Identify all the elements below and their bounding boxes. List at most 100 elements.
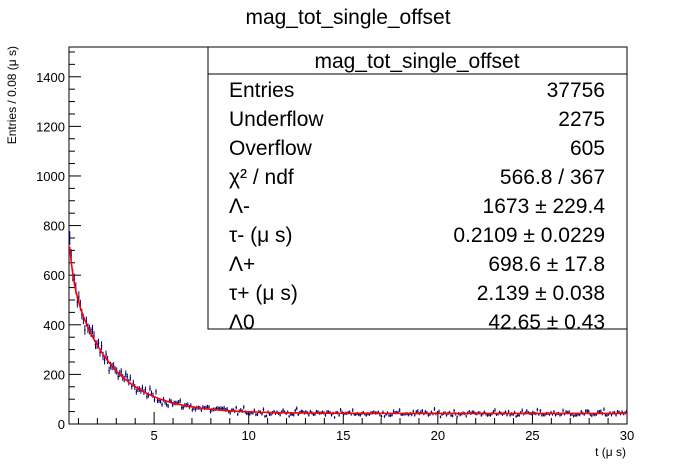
chart-title: mag_tot_single_offset bbox=[245, 6, 450, 29]
data-point bbox=[439, 415, 442, 419]
data-point bbox=[153, 397, 156, 403]
stats-row-label: Entries bbox=[229, 79, 294, 102]
stats-row-value: 698.6 ± 17.8 bbox=[488, 253, 605, 276]
data-point bbox=[536, 407, 539, 412]
data-point bbox=[480, 413, 483, 417]
stats-row-value: 2.139 ± 0.038 bbox=[477, 282, 605, 305]
data-point bbox=[120, 368, 122, 376]
stats-row-label: χ² / ndf bbox=[229, 166, 294, 189]
y-tick-label: 600 bbox=[43, 268, 65, 283]
data-point bbox=[351, 408, 354, 412]
data-point bbox=[591, 414, 593, 418]
data-point bbox=[124, 370, 127, 378]
data-point bbox=[209, 409, 212, 414]
x-tick-label: 10 bbox=[241, 428, 255, 443]
stats-row-label: τ- (μ s) bbox=[229, 224, 293, 247]
data-point bbox=[308, 413, 310, 417]
data-point bbox=[359, 413, 362, 417]
y-tick-label: 400 bbox=[43, 318, 65, 333]
stats-row-label: Underflow bbox=[229, 108, 324, 131]
data-point bbox=[182, 405, 185, 410]
data-point bbox=[380, 414, 383, 418]
data-point bbox=[392, 409, 395, 413]
data-point bbox=[585, 409, 587, 413]
y-tick-label: 800 bbox=[43, 219, 65, 234]
data-point bbox=[521, 408, 523, 413]
stats-row-label: Λ- bbox=[229, 195, 250, 218]
data-point bbox=[265, 414, 268, 418]
data-point bbox=[421, 408, 424, 413]
stats-row-label: τ+ (μ s) bbox=[229, 282, 298, 305]
stats-row-value: 2275 bbox=[558, 108, 605, 131]
stats-row-value: 566.8 / 367 bbox=[500, 166, 605, 189]
data-point bbox=[333, 416, 336, 419]
x-tick-label: 20 bbox=[431, 428, 445, 443]
x-tick-label: 30 bbox=[620, 428, 634, 443]
data-point bbox=[365, 413, 368, 417]
data-point bbox=[156, 398, 159, 404]
stats-row-value: 605 bbox=[570, 137, 605, 160]
data-point bbox=[243, 405, 245, 410]
data-point bbox=[465, 414, 467, 418]
data-point bbox=[515, 415, 517, 418]
data-point bbox=[438, 409, 440, 414]
data-point bbox=[388, 414, 390, 418]
data-point bbox=[236, 412, 239, 416]
data-point bbox=[144, 386, 147, 393]
data-point bbox=[539, 408, 542, 413]
stats-row-value: 42.65 ± 0.43 bbox=[488, 311, 605, 334]
data-point bbox=[91, 324, 94, 335]
data-point bbox=[108, 366, 110, 375]
data-point bbox=[625, 409, 628, 414]
data-point bbox=[417, 409, 419, 413]
data-point bbox=[161, 402, 163, 407]
data-point bbox=[451, 414, 454, 418]
data-point bbox=[249, 412, 251, 416]
data-point bbox=[235, 405, 237, 410]
data-point bbox=[603, 407, 605, 412]
data-point bbox=[383, 415, 386, 418]
data-point bbox=[264, 414, 266, 418]
data-point bbox=[155, 389, 157, 395]
data-point bbox=[525, 409, 528, 413]
data-point bbox=[191, 408, 194, 412]
data-point bbox=[509, 413, 511, 417]
stats-row-value: 1673 ± 229.4 bbox=[483, 195, 606, 218]
data-point bbox=[456, 415, 458, 419]
stats-row-value: 0.2109 ± 0.0229 bbox=[453, 224, 605, 247]
data-point bbox=[282, 408, 284, 412]
data-point bbox=[574, 413, 576, 417]
data-point bbox=[324, 413, 327, 417]
data-point bbox=[246, 412, 248, 416]
data-point bbox=[256, 412, 259, 417]
data-point bbox=[433, 407, 436, 411]
stats-box: mag_tot_single_offset Entries 37756 Underf… bbox=[207, 46, 628, 334]
data-point bbox=[141, 384, 144, 391]
data-point bbox=[279, 413, 281, 417]
data-point bbox=[149, 385, 151, 392]
y-axis: 0 200 400 600 800 1000 1200 1400 bbox=[36, 51, 81, 432]
y-tick-label: 0 bbox=[58, 417, 65, 432]
data-point bbox=[398, 408, 401, 412]
data-point bbox=[126, 373, 129, 381]
data-point bbox=[179, 398, 181, 404]
data-point bbox=[572, 414, 575, 418]
data-point bbox=[223, 405, 225, 410]
data-point bbox=[288, 414, 290, 418]
data-point bbox=[135, 389, 138, 395]
data-point bbox=[486, 413, 489, 417]
data-point bbox=[606, 413, 608, 417]
stats-rows: Entries 37756 Underflow 2275 Overflow 605 χ² /… bbox=[229, 79, 605, 334]
x-tick-label: 25 bbox=[525, 428, 539, 443]
data-point bbox=[180, 405, 183, 410]
data-point bbox=[165, 402, 168, 407]
stats-row-label: Λ+ bbox=[229, 253, 255, 276]
data-point bbox=[100, 341, 103, 351]
data-point bbox=[586, 409, 589, 413]
stats-row-value: 37756 bbox=[547, 79, 605, 102]
stats-row-label: Λ0 bbox=[229, 311, 255, 334]
data-point bbox=[295, 406, 298, 411]
data-point bbox=[575, 413, 578, 417]
data-point bbox=[270, 412, 272, 416]
x-tick-label: 5 bbox=[151, 428, 158, 443]
